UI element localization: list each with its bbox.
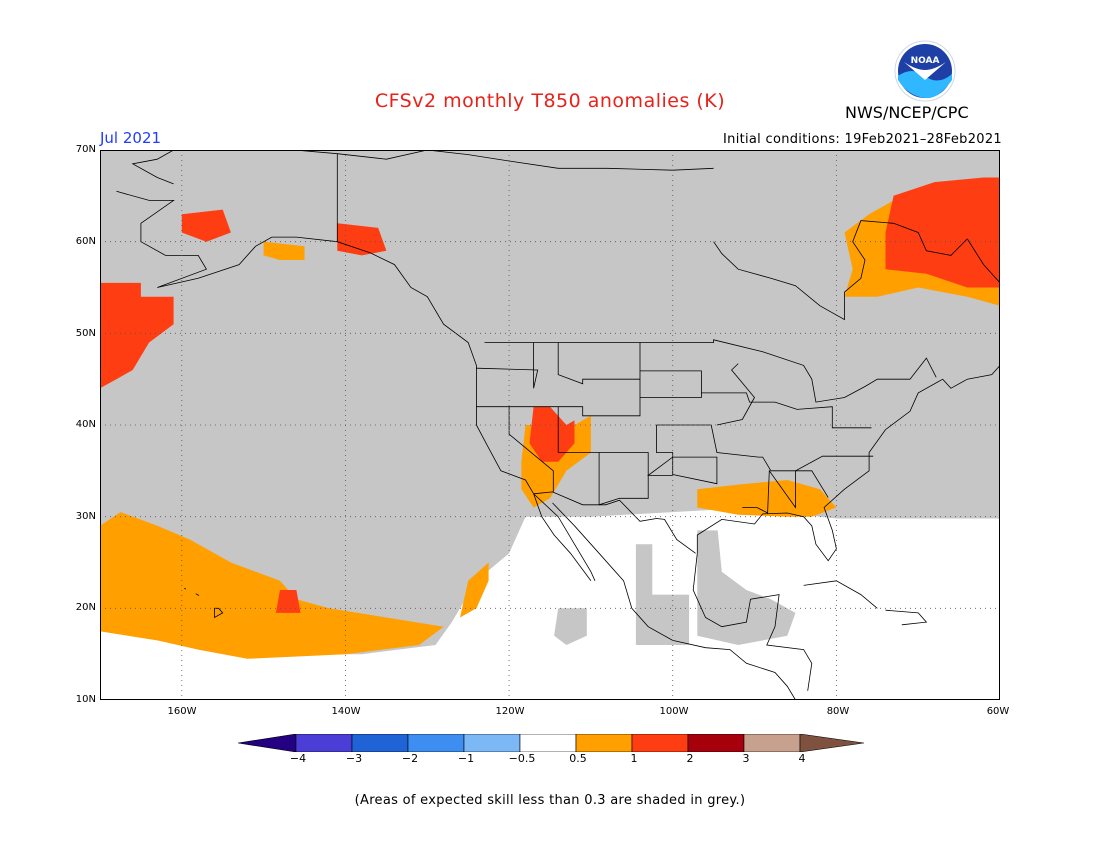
red-region-labrador [885,177,1000,288]
lon-label-100w: 100W [659,706,689,717]
lat-label-20: 20N [75,602,96,613]
border-us-mexico [533,491,696,554]
colorbar-swatch-4 [463,734,521,752]
border-idaho [476,342,539,389]
island-kauai [184,587,187,590]
coastline-labrador [966,238,1000,284]
lon-label-120w: 120W [495,706,525,717]
colorbar-swatch-5 [519,734,577,752]
orange-region-baja-offshore [460,562,489,618]
border-southeast [742,469,829,514]
colorbar-swatch-6 [575,734,633,752]
colorbar-swatch-8 [687,734,745,752]
noaa-logo: NOAA [894,40,956,102]
red-region-hawaii-east [275,590,301,613]
colorbar-label-1: 1 [630,752,638,765]
grey-patch-pacific [554,608,587,645]
lat-label-50: 50N [75,328,96,339]
skill-footnote: (Areas of expected skill less than 0.3 a… [354,793,746,808]
colorbar-label-4: 4 [798,752,806,765]
colorbar-label-m05: −0.5 [508,752,536,765]
colorbar-label-05: 0.5 [569,752,587,765]
border-us-canada [484,339,937,403]
anomaly-map [100,150,1000,700]
colorbar-label-m3: −3 [345,752,363,765]
colorbar-swatch-3 [407,734,465,752]
colorbar-swatch-1 [295,734,353,752]
coastline-arctic-alaska [131,150,338,185]
border-states-west [476,342,641,417]
border-montana [557,342,640,385]
lon-label-80w: 80W [826,706,850,717]
colorbar-label-m1: −1 [457,752,475,765]
orange-region-gulf-coast [697,480,837,517]
red-region-great-basin [529,406,575,462]
coastline-west [116,190,596,581]
chart-title: CFSv2 monthly T850 anomalies (K) [374,90,726,112]
border-dakotas [640,370,702,398]
island-oahu [195,593,200,596]
lat-label-70: 70N [75,144,96,155]
lon-label-60w: 60W [986,706,1010,717]
coastline-east [696,365,1000,562]
coastline-hispaniola [885,609,928,626]
colorbar-arrow-left [238,734,297,752]
red-region-bering [100,282,174,389]
lat-label-40: 40N [75,419,96,430]
colorbar-label-2: 2 [686,752,694,765]
colorbar-swatch-9 [743,734,801,752]
colorbar-label-m4: −4 [289,752,307,765]
agency-label: NWS/NCEP/CPC [845,103,969,122]
grey-patch-gulf [697,530,796,645]
border-upper-midwest [716,363,755,426]
white-skill-region [100,507,1000,700]
lon-label-140w: 140W [331,706,361,717]
lat-label-30: 30N [75,511,96,522]
colorbar [238,734,864,752]
border-plains [646,425,718,485]
colorbar-label-3: 3 [742,752,750,765]
initial-conditions: Initial conditions: 19Feb2021–28Feb2021 [723,132,1002,147]
coastline-hudson-bay [713,220,968,321]
red-region-western-alaska [181,209,231,242]
red-region-yukon [337,223,387,256]
coastline-cuba [803,580,878,609]
colorbar-arrow-right [799,734,864,752]
border-midwest [701,392,872,429]
orange-region-gulf-alaska [263,241,305,260]
border-south-central [656,424,874,472]
colorbar-label-m2: −2 [401,752,419,765]
forecast-month: Jul 2021 [100,129,162,147]
coastline-baja [533,493,592,582]
orange-region-subtropical-pacific [100,512,444,659]
svg-text:NOAA: NOAA [911,56,940,66]
colorbar-swatch-7 [631,734,689,752]
colorbar-swatch-2 [351,734,409,752]
coastline-mexico-gulf [692,553,813,691]
lon-label-160w: 160W [167,706,197,717]
lat-label-10: 10N [75,694,96,705]
lat-label-60: 60N [75,236,96,247]
